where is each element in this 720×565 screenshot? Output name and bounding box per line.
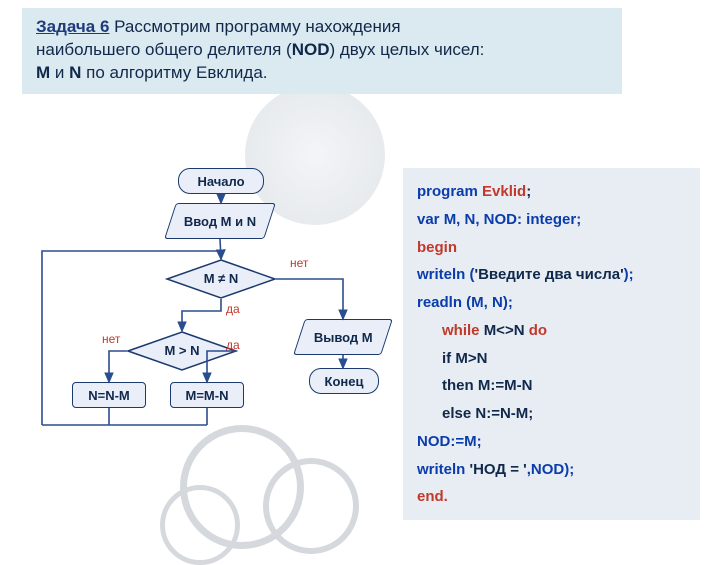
flow-label-yes-1: да (226, 302, 240, 316)
code-line-5: readln (M, N); (417, 289, 686, 317)
flow-output: Вывод M (293, 319, 393, 355)
flow-start: Начало (178, 168, 264, 194)
decor-ring-3 (160, 485, 240, 565)
flow-label-yes-2: да (226, 338, 240, 352)
task-title: Задача 6 (36, 17, 109, 36)
flow-assign-n: N=N-M (72, 382, 146, 408)
code-panel: program Evklid; var M, N, NOD: integer; … (403, 168, 700, 520)
flow-end: Конец (309, 368, 379, 394)
flow-assign-m: M=M-N (170, 382, 244, 408)
flow-decision-mgt-label: M > N (127, 343, 237, 358)
code-line-10: NOD:=M; (417, 428, 686, 456)
code-line-3: begin (417, 234, 686, 262)
code-line-4: writeln ('Введите два числа'); (417, 261, 686, 289)
flow-decision-mneq-label: M ≠ N (166, 271, 276, 286)
code-line-12: end. (417, 483, 686, 511)
flow-label-no-2: нет (102, 332, 120, 346)
code-line-1: program Evklid; (417, 178, 686, 206)
code-line-2: var M, N, NOD: integer; (417, 206, 686, 234)
flow-input: Ввод M и N (164, 203, 276, 239)
task-header: Задача 6 Рассмотрим программу нахождения… (22, 8, 622, 94)
code-line-6: while M<>N do (417, 317, 686, 345)
code-line-9: else N:=N-M; (417, 400, 686, 428)
flow-label-no-1: нет (290, 256, 308, 270)
code-line-7: if M>N (417, 345, 686, 373)
code-line-11: writeln 'НОД = ',NOD); (417, 456, 686, 484)
code-line-8: then M:=M-N (417, 372, 686, 400)
